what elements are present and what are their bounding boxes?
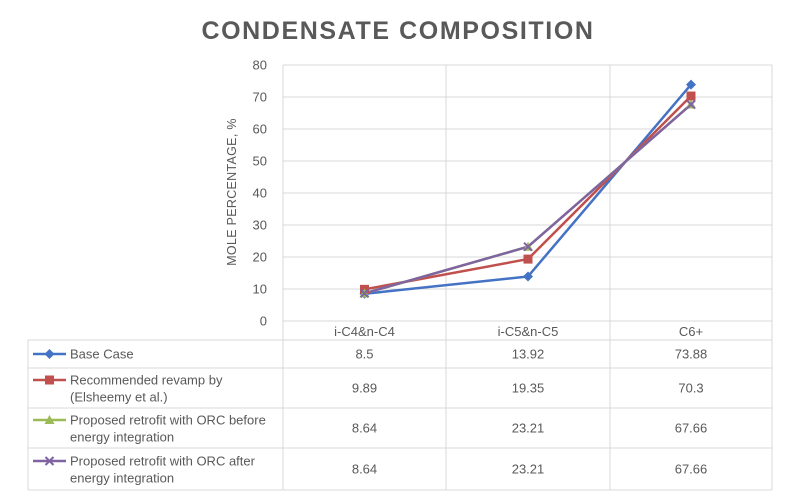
legend-entry: Base Case (70, 347, 134, 362)
y-tick-label: 70 (253, 90, 267, 105)
legend-entry: energy integration (70, 471, 174, 486)
data-point (686, 79, 696, 90)
data-point-stroke (523, 242, 533, 252)
table-cell-value: 8.5 (355, 347, 373, 362)
legend-entry: (Elsheemy et al.) (70, 390, 168, 405)
plot-area (359, 79, 696, 299)
table-cell-value: 67.66 (675, 421, 708, 436)
table-cell-value: 8.64 (352, 421, 377, 436)
chart-title: CONDENSATE COMPOSITION (201, 17, 594, 45)
x-axis-labels: i-C4&n-C4 i-C5&n-C5 C6+ (334, 324, 703, 339)
legend-entry: energy integration (70, 430, 174, 445)
x-tick-label: i-C4&n-C4 (334, 324, 395, 339)
legend-key-marker (44, 456, 55, 466)
data-table: Base Case 8.5 13.92 73.88 Recommended revamp… (27, 339, 773, 491)
legend-entry: Proposed retrofit with ORC after (70, 454, 256, 469)
legend-key-marker (45, 375, 54, 385)
y-tick-label: 60 (253, 122, 267, 137)
data-point (523, 242, 533, 252)
legend-key-marker (44, 349, 55, 359)
table-cell-value: 67.66 (675, 462, 708, 477)
table-cell-value: 13.92 (512, 347, 545, 362)
y-tick-label: 40 (253, 186, 267, 201)
y-tick-label: 10 (253, 282, 267, 297)
legend-entry: Proposed retrofit with ORC before (70, 413, 266, 428)
y-tick-label: 0 (260, 314, 267, 329)
table-cell-value: 19.35 (512, 381, 545, 396)
y-tick-label: 80 (253, 58, 267, 73)
data-point (686, 91, 696, 101)
y-axis-ticks: 0 10 20 30 40 50 60 70 80 (253, 58, 267, 329)
legend-key-marker-stroke (44, 456, 55, 466)
series-line (364, 103, 692, 295)
y-tick-label: 30 (253, 218, 267, 233)
table-cell-value: 8.64 (352, 462, 377, 477)
data-point-stroke (359, 288, 370, 299)
y-tick-label: 20 (253, 250, 267, 265)
x-tick-label: i-C5&n-C5 (498, 324, 559, 339)
y-tick-label: 50 (253, 154, 267, 169)
legend-key-marker (44, 415, 55, 424)
grid (282, 64, 773, 340)
data-point (523, 271, 533, 282)
table-cell-value: 9.89 (352, 381, 377, 396)
table-cell-value: 70.3 (678, 381, 703, 396)
table-cell-value: 23.21 (512, 421, 545, 436)
table-cell-value: 23.21 (512, 462, 545, 477)
legend-entry: Recommended revamp by (70, 373, 223, 388)
table-cell-value: 73.88 (675, 347, 708, 362)
data-point-stroke (686, 99, 696, 110)
data-point (686, 99, 696, 110)
series-line (364, 103, 692, 295)
data-point (359, 288, 370, 299)
data-point (523, 254, 533, 264)
y-axis-label: MOLE PERCENTAGE, % (225, 118, 239, 266)
x-tick-label: C6+ (679, 324, 703, 339)
